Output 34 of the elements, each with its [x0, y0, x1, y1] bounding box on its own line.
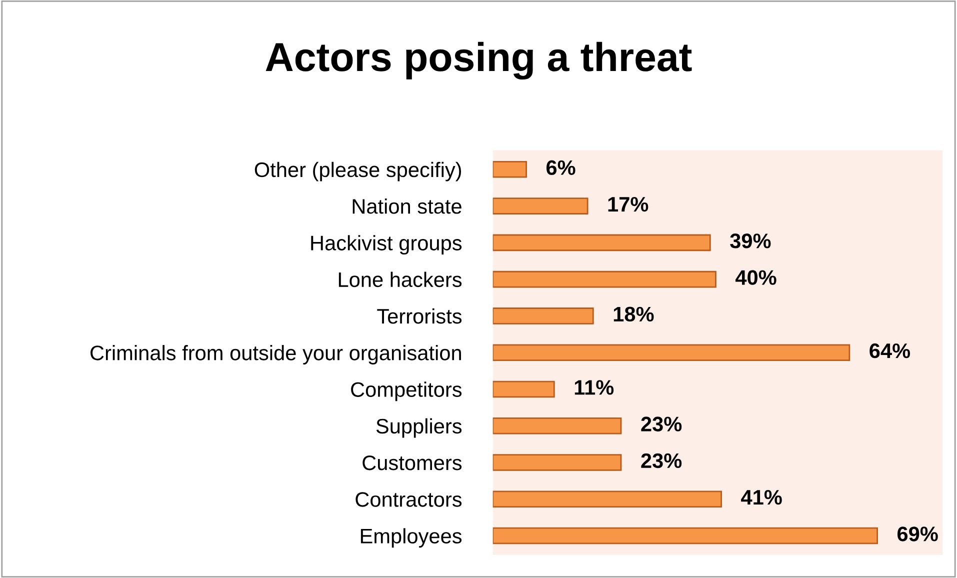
y-tick-label: Terrorists	[377, 308, 462, 324]
data-label: 41%	[741, 490, 782, 505]
chart-title: Actors posing a threat	[266, 42, 692, 80]
y-tick-label: Lone hackers	[338, 272, 462, 288]
data-label: 40%	[735, 270, 776, 285]
bar	[492, 198, 588, 214]
y-tick-label: Employees	[360, 528, 462, 548]
bar	[492, 234, 711, 252]
y-tick-label: Nation state	[352, 198, 462, 214]
data-label: 64%	[870, 343, 910, 358]
y-tick-label: Customers	[362, 455, 462, 470]
data-label: 39%	[730, 234, 771, 248]
data-label: 23%	[641, 453, 682, 468]
y-tick-label: Suppliers	[376, 418, 462, 438]
data-label: 23%	[641, 416, 682, 432]
bar	[492, 527, 878, 544]
bar	[492, 308, 594, 324]
bar	[492, 417, 622, 434]
y-tick-label: Other (please specifiy)	[254, 162, 462, 182]
bar	[492, 270, 716, 288]
data-label: 11%	[574, 380, 614, 395]
y-tick-label: Contractors	[356, 492, 462, 507]
data-label: 18%	[614, 306, 654, 322]
y-tick-label: Hackivist groups	[311, 235, 462, 255]
bar	[492, 454, 622, 471]
bar	[492, 344, 850, 361]
bar	[492, 380, 555, 398]
data-label: 69%	[897, 526, 938, 542]
bar	[492, 490, 722, 508]
data-label: 6%	[546, 160, 576, 176]
bar	[492, 161, 527, 178]
y-tick-label: Competitors	[351, 382, 462, 402]
y-tick-label: Criminals from outside your organisation	[90, 345, 461, 364]
data-label: 17%	[608, 196, 648, 212]
